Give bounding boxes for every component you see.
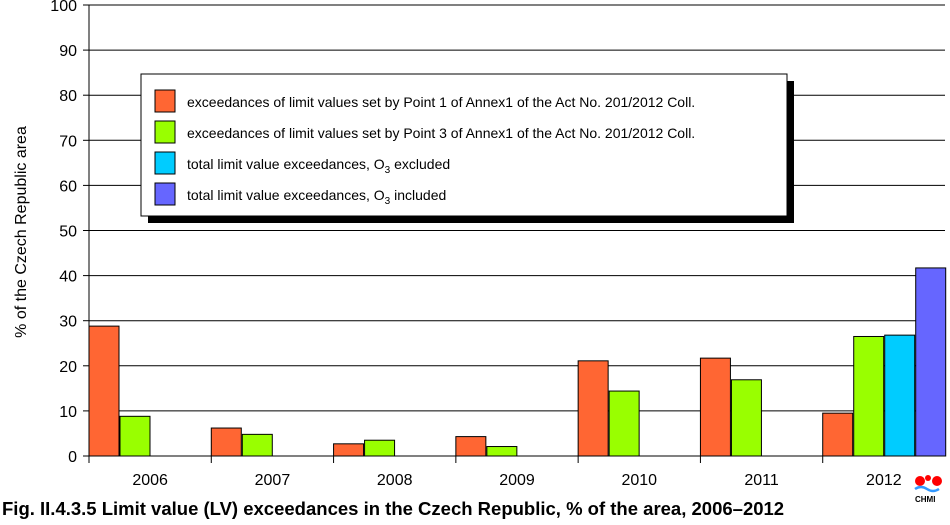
bar-2006-series-1 [88, 325, 120, 457]
bar-2007-series-1 [210, 427, 242, 457]
y-tick-label: 30 [59, 314, 77, 331]
bar-2007-series-2 [241, 433, 273, 457]
bar-2012-series-1 [822, 412, 854, 457]
y-tick-label: 0 [68, 449, 77, 466]
y-axis-label: % of the Czech Republic area [13, 126, 30, 338]
bar-2008-series-2 [364, 439, 396, 457]
y-tick-label: 80 [59, 88, 77, 105]
y-tick-label: 40 [59, 269, 77, 286]
legend-box [140, 73, 788, 217]
logo-text: CHMI [915, 495, 935, 504]
legend-swatch-1 [154, 89, 176, 113]
y-tick-label: 100 [50, 0, 77, 15]
y-tick-label: 90 [59, 43, 77, 60]
bar-2008-series-1 [333, 443, 365, 457]
axes: 0 10 20 30 40 50 60 70 80 90 100 2006 2007 2008 2009 20… [50, 0, 945, 489]
x-tick-label: 2011 [744, 472, 779, 489]
bar-2010-series-2 [608, 390, 640, 457]
bar-2012-series-4 [915, 267, 947, 457]
bar-2012-series-3 [884, 334, 916, 457]
bar-2010-series-1 [577, 360, 609, 457]
bar-2009-series-1 [455, 436, 487, 457]
x-tick-label: 2007 [255, 472, 291, 489]
figure-caption: Fig. II.4.3.5 Limit value (LV) exceedanc… [2, 498, 785, 519]
bar-2011-series-1 [699, 357, 731, 457]
legend-swatch-4 [154, 182, 176, 206]
y-tick-label: 70 [59, 133, 77, 150]
legend-label-3: total limit value exceedances, O3 exclud… [187, 156, 450, 176]
legend-swatch-3 [154, 151, 176, 175]
y-tick-label: 50 [59, 224, 77, 241]
legend-label-1: exceedances of limit values set by Point… [187, 94, 695, 110]
bar-2011-series-2 [730, 379, 762, 457]
x-tick-label: 2010 [621, 472, 657, 489]
x-tick-label: 2008 [377, 472, 413, 489]
y-tick-label: 20 [59, 359, 77, 376]
logo-wave-icon [914, 485, 940, 493]
x-tick-label: 2009 [499, 472, 535, 489]
bar-2012-series-2 [853, 335, 885, 457]
bars [88, 267, 947, 457]
y-tick-label: 10 [59, 404, 77, 421]
y-tick-label: 60 [59, 178, 77, 195]
bar-2006-series-2 [119, 415, 151, 457]
legend-label-4: total limit value exceedances, O3 includ… [187, 187, 446, 207]
x-tick-label: 2012 [866, 472, 902, 489]
logo-dot-right [932, 476, 942, 486]
chmi-logo: CHMI [914, 475, 942, 504]
legend-label-2: exceedances of limit values set by Point… [187, 125, 695, 141]
bar-2009-series-2 [486, 446, 518, 457]
x-tick-label: 2006 [132, 472, 168, 489]
legend-swatch-2 [154, 120, 176, 144]
logo-dot-left [915, 476, 925, 486]
logo-dot-center [925, 475, 931, 481]
legend: exceedances of limit values set by Point… [140, 73, 794, 223]
